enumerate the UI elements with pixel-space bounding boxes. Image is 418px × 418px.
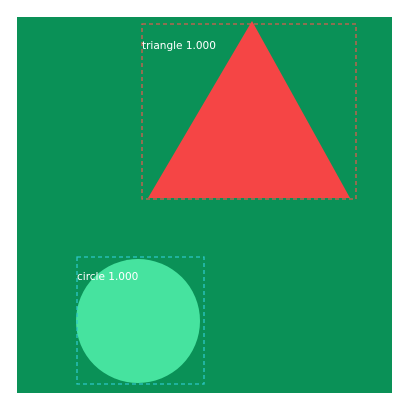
scene-area: triangle 1.000 circle 1.000 (17, 17, 392, 393)
scene-svg: triangle 1.000 circle 1.000 (17, 17, 392, 393)
triangle-bounding-box (141, 23, 357, 200)
green-circle-shape (76, 259, 200, 383)
triangle-detection-label: triangle 1.000 (142, 40, 216, 52)
circle-detection-label: circle 1.000 (77, 271, 138, 283)
circle-bounding-box (76, 256, 205, 385)
red-triangle-shape (148, 21, 350, 198)
